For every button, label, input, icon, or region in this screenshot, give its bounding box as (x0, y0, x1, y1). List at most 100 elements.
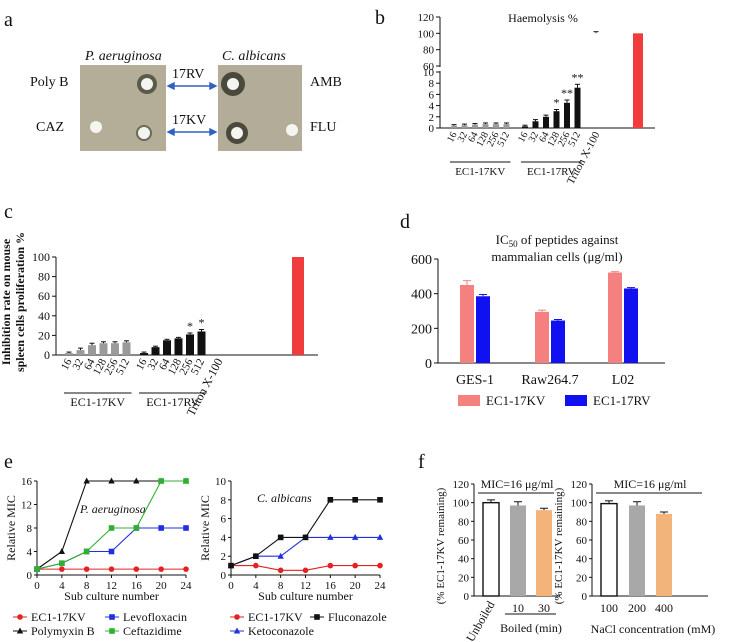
x-tick-label: 30 (538, 601, 550, 615)
label-17rv: 17RV (172, 67, 204, 82)
bar (536, 510, 552, 596)
legend-label: Fluconazole (328, 610, 387, 624)
panel-label-f: f (418, 451, 425, 473)
bar (633, 33, 643, 129)
bar (482, 501, 500, 597)
group-label: EC1-17KV (455, 166, 505, 178)
bar (451, 125, 457, 128)
y-tick-label: 60 (458, 535, 470, 547)
chart-annotation: C. albicans (257, 491, 312, 505)
y-tick-label: 2 (221, 551, 227, 563)
y-tick-label: 20 (458, 572, 470, 584)
panel-label-c: c (4, 201, 13, 223)
x-tick-label: 20 (350, 580, 362, 592)
data-point (158, 566, 164, 572)
x-tick-label: 200 (628, 601, 646, 615)
data-point (83, 548, 90, 555)
x-tick-label: 16 (131, 580, 143, 592)
data-point (253, 553, 259, 559)
tick-label: 512 (114, 357, 132, 377)
y-tick-label: 8 (27, 523, 33, 535)
series-line (230, 536, 380, 567)
panel-a: P. aeruginosa C. albicans Poly B CAZ AMB… (30, 49, 342, 151)
legend-swatch (458, 395, 480, 406)
y-tick-label: 40 (38, 309, 50, 323)
y-tick-label: 0 (221, 570, 227, 582)
y-tick-label: 0 (44, 348, 50, 362)
bar (65, 353, 73, 355)
x-tick-label: 0 (228, 580, 234, 592)
y-axis-label: (% EC1-17KV remaining) (553, 487, 565, 604)
chart-title-part: IC (496, 232, 509, 247)
y-tick-label: 80 (458, 516, 470, 528)
double-arrow (166, 81, 218, 91)
data-point (158, 478, 164, 484)
x-tick-label: 20 (156, 580, 168, 592)
y-tick-label: 100 (418, 28, 435, 40)
legend-label: Ketoconazole (248, 624, 314, 638)
bar (535, 311, 549, 363)
legend-label: Levofloxacin (123, 610, 187, 624)
group-label: Boiled (min) (500, 621, 562, 635)
chart-title-line2: mammalian cells (μg/ml) (491, 249, 622, 264)
group-label: EC1-17KV (70, 395, 125, 409)
y-tick-label: 100 (32, 250, 50, 264)
y-tick-label: 0 (27, 570, 33, 582)
header-c-albicans: C. albicans (222, 49, 286, 64)
data-point (133, 477, 140, 484)
panel-label-d: d (400, 211, 410, 233)
panel-label-b: b (375, 7, 385, 29)
tick-label: 32 (145, 357, 161, 372)
bar (493, 124, 499, 128)
x-tick-label: GES-1 (456, 373, 494, 388)
bar (510, 505, 526, 596)
y-tick-label: 10 (423, 67, 435, 79)
x-tick-label: Unboiled (463, 599, 497, 642)
y-axis-label: Inhibition rate on mousespleen cells pro… (0, 232, 27, 372)
y-tick-label: 80 (38, 270, 50, 284)
data-point (108, 548, 115, 555)
x-tick-label: 12 (300, 580, 311, 592)
label-amb: AMB (310, 75, 342, 90)
data-point (377, 497, 383, 503)
panel-label-e: e (4, 451, 13, 473)
y-tick-label: 0 (429, 123, 435, 135)
series-line (36, 480, 186, 570)
bar (99, 343, 108, 355)
data-point (183, 525, 189, 531)
legend-label: EC1-17KV (248, 610, 303, 624)
tick-label: 16 (445, 130, 459, 144)
bar (186, 334, 194, 355)
y-tick-label: 4 (429, 101, 435, 113)
x-tick-label: 16 (325, 580, 337, 592)
bar (532, 121, 539, 128)
data-point (277, 567, 284, 574)
data-point (34, 566, 40, 572)
x-tick-label: 100 (600, 601, 618, 615)
legend-label: EC1-17KV (486, 393, 546, 408)
antibiotic-disk (141, 78, 153, 90)
header-p-aeruginosa: P. aeruginosa (84, 49, 162, 64)
label-17kv: 17KV (172, 113, 206, 128)
data-point (352, 562, 358, 569)
y-tick-label: 4 (221, 532, 227, 544)
y-tick-label: 60 (423, 61, 435, 73)
series-line (36, 480, 186, 570)
y-tick-label: 8 (221, 495, 227, 507)
y-tick-label: 4 (27, 547, 33, 559)
data-point (302, 534, 309, 541)
antibiotic-disk (90, 121, 102, 133)
chart-title: IC50 of peptides against (496, 232, 619, 249)
y-tick-label: 80 (576, 516, 588, 528)
bar (624, 288, 638, 363)
panel-c-inhibition-chart: 0 20 40 60 80 100 Inhibition rate on mousesple… (0, 232, 318, 418)
x-tick-label: 8 (84, 580, 90, 592)
label-poly-b: Poly B (30, 75, 69, 90)
y-tick-label: 400 (411, 288, 432, 303)
y-tick-label: 100 (571, 498, 588, 510)
data-point (183, 566, 189, 572)
